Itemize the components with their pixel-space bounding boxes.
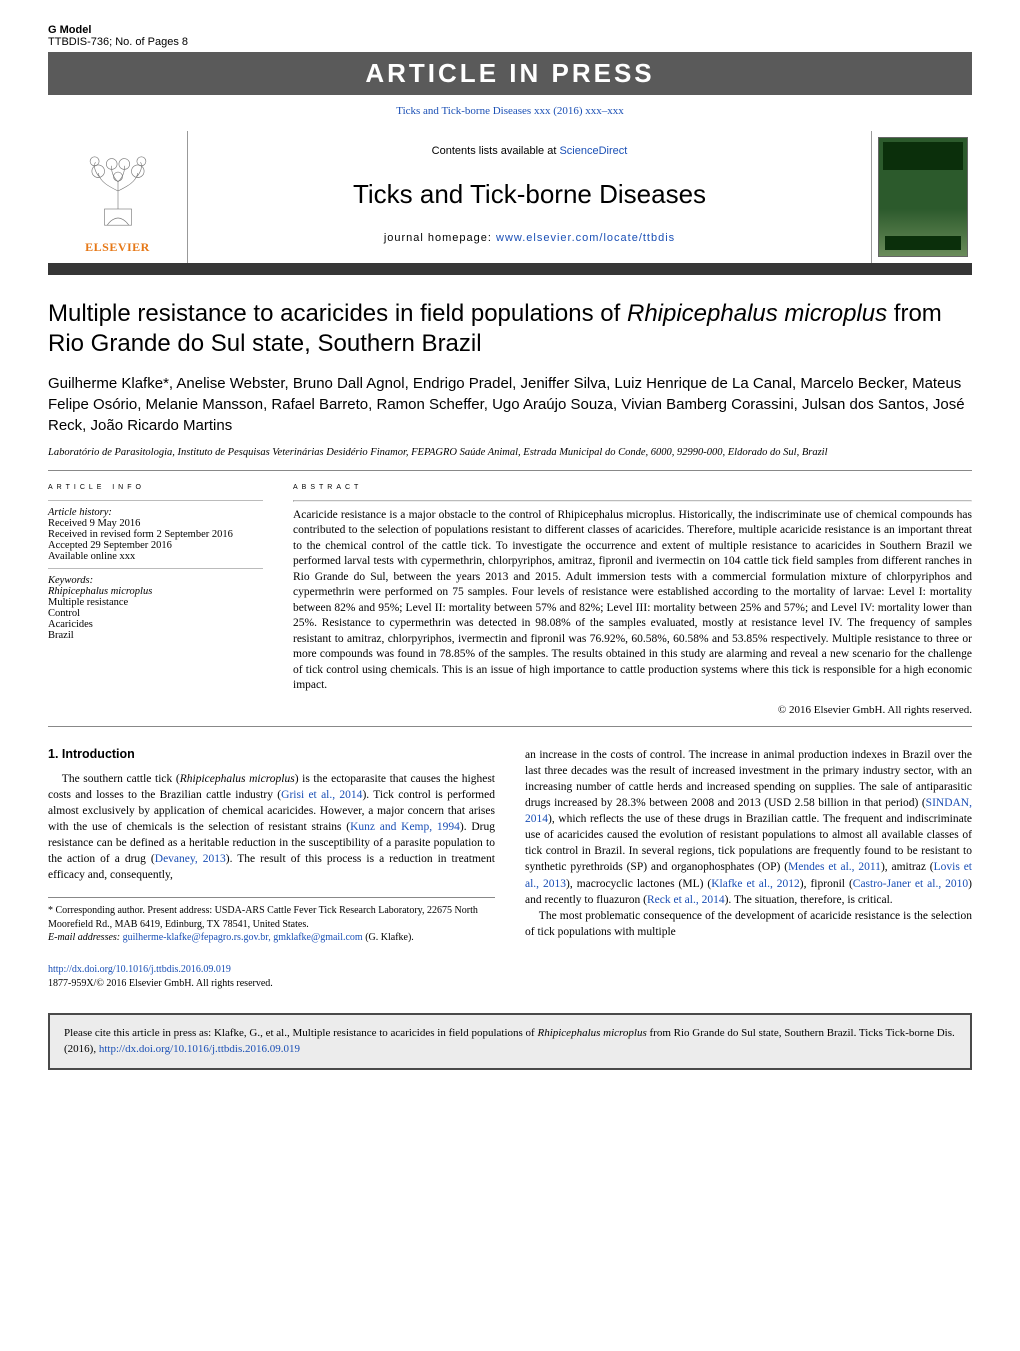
history-line: Received in revised form 2 September 201… [48, 529, 263, 540]
divider [48, 500, 263, 501]
left-column: 1. Introduction The southern cattle tick… [48, 747, 495, 991]
keyword: Brazil [48, 630, 263, 641]
divider [48, 470, 972, 471]
abstract-text: Acaricide resistance is a major obstacle… [293, 508, 972, 694]
issn-line: 1877-959X/© 2016 Elsevier GmbH. All righ… [48, 978, 273, 989]
article-in-press-bar: ARTICLE IN PRESS [48, 52, 972, 95]
contents-lists-line: Contents lists available at ScienceDirec… [196, 145, 863, 157]
journal-homepage-link[interactable]: www.elsevier.com/locate/ttbdis [496, 232, 675, 244]
paper-title: Multiple resistance to acaricides in fie… [48, 299, 972, 359]
journal-title: Ticks and Tick-borne Diseases [196, 179, 863, 210]
article-info-column: ARTICLE INFO Article history: Received 9… [48, 481, 263, 716]
abstract-column: ABSTRACT Acaricide resistance is a major… [293, 481, 972, 716]
elsevier-logo-column: ELSEVIER [48, 131, 188, 263]
keyword: Rhipicephalus microplus [48, 586, 152, 597]
homepage-prefix: journal homepage: [384, 232, 496, 244]
doi-link[interactable]: http://dx.doi.org/10.1016/j.ttbdis.2016.… [48, 964, 231, 975]
affiliation: Laboratório de Parasitologia, Instituto … [48, 446, 972, 460]
journal-citation-link[interactable]: Ticks and Tick-borne Diseases xxx (2016)… [48, 105, 972, 117]
email-label: E-mail addresses: [48, 932, 123, 943]
intro-paragraph-right-2: The most problematic consequence of the … [525, 908, 972, 940]
history-line: Available online xxx [48, 551, 263, 562]
keyword: Multiple resistance [48, 597, 263, 608]
history-label: Article history: [48, 507, 112, 518]
journal-cover-column [872, 131, 972, 263]
body-columns: 1. Introduction The southern cattle tick… [48, 747, 972, 991]
email-tail: (G. Klafke). [363, 932, 414, 943]
citation-box: Please cite this article in press as: Kl… [48, 1013, 972, 1070]
keyword: Control [48, 608, 263, 619]
keyword: Acaricides [48, 619, 263, 630]
history-line: Received 9 May 2016 [48, 518, 263, 529]
abstract-copyright: © 2016 Elsevier GmbH. All rights reserve… [293, 704, 972, 716]
journal-cover-thumbnail [878, 137, 968, 257]
right-column: an increase in the costs of control. The… [525, 747, 972, 991]
history-line: Accepted 29 September 2016 [48, 540, 263, 551]
author-list: Guilherme Klafke*, Anelise Webster, Brun… [48, 373, 972, 436]
divider [293, 500, 972, 502]
footnotes: * Corresponding author. Present address:… [48, 897, 495, 945]
doi-block: http://dx.doi.org/10.1016/j.ttbdis.2016.… [48, 963, 495, 991]
intro-paragraph-left: The southern cattle tick (Rhipicephalus … [48, 771, 495, 884]
abstract-header: ABSTRACT [293, 481, 972, 492]
keywords-label: Keywords: [48, 575, 93, 586]
info-abstract-row: ARTICLE INFO Article history: Received 9… [48, 481, 972, 716]
gmodel-line2: TTBDIS-736; No. of Pages 8 [48, 36, 188, 48]
contents-prefix: Contents lists available at [432, 145, 560, 157]
email-link[interactable]: guilherme-klafke@fepagro.rs.gov.br, gmkl… [123, 932, 363, 943]
corresponding-author-note: * Corresponding author. Present address:… [48, 904, 495, 931]
divider [48, 568, 263, 569]
introduction-heading: 1. Introduction [48, 747, 495, 761]
gmodel-left: G Model TTBDIS-736; No. of Pages 8 [48, 24, 188, 48]
sciencedirect-link[interactable]: ScienceDirect [559, 145, 627, 157]
divider [48, 726, 972, 727]
journal-homepage-line: journal homepage: www.elsevier.com/locat… [196, 232, 863, 244]
elsevier-label: ELSEVIER [85, 240, 150, 255]
gmodel-header: G Model TTBDIS-736; No. of Pages 8 [48, 24, 972, 48]
journal-header-box: ELSEVIER Contents lists available at Sci… [48, 131, 972, 275]
elsevier-tree-icon [73, 146, 163, 236]
gmodel-line1: G Model [48, 24, 188, 36]
journal-header-mid: Contents lists available at ScienceDirec… [188, 131, 872, 263]
email-line: E-mail addresses: guilherme-klafke@fepag… [48, 931, 495, 945]
article-info-header: ARTICLE INFO [48, 481, 263, 492]
intro-paragraph-right-1: an increase in the costs of control. The… [525, 747, 972, 908]
